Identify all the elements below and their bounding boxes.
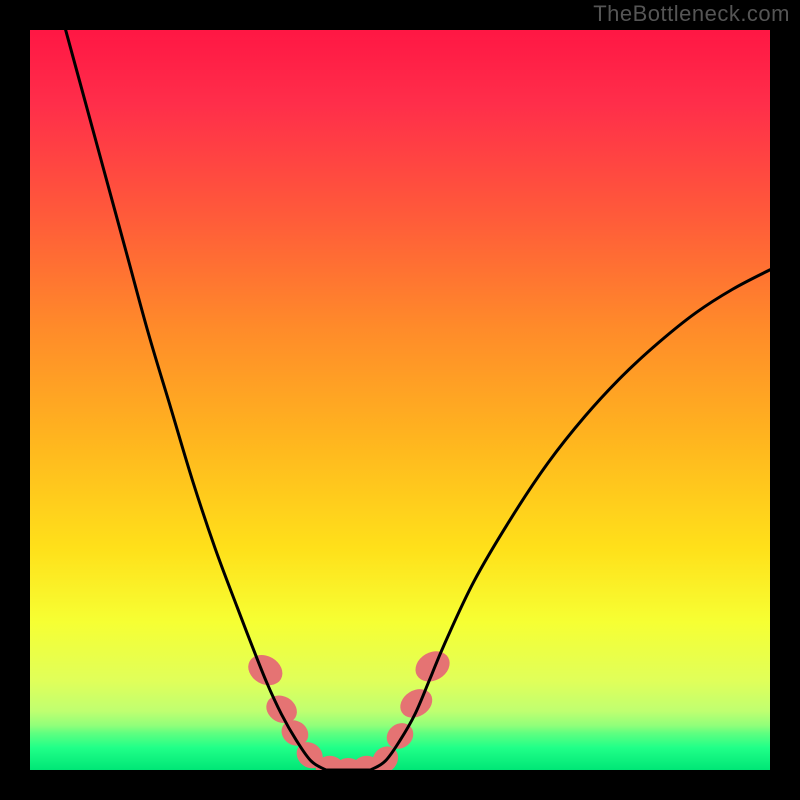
bottleneck-curve-chart <box>0 0 800 800</box>
plot-area-gradient <box>30 30 770 770</box>
chart-container: TheBottleneck.com <box>0 0 800 800</box>
